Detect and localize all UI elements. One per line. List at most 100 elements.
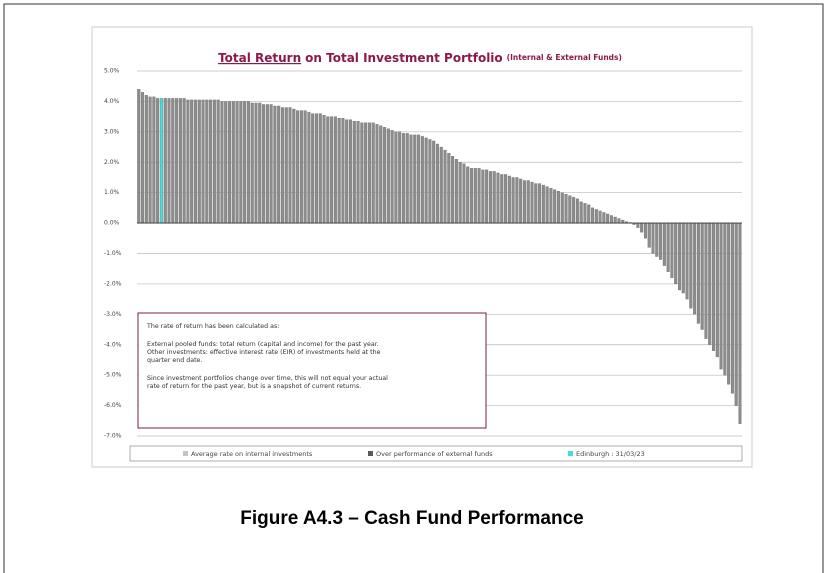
bar (519, 178, 523, 224)
bar (163, 98, 167, 224)
bar (299, 110, 303, 224)
title-note: (Internal & External Funds) (507, 53, 622, 62)
bar (141, 92, 145, 224)
bar (318, 113, 322, 224)
y-tick-label: -1.0% (104, 250, 122, 257)
bar (606, 213, 610, 224)
bar (738, 222, 742, 424)
bar (662, 222, 666, 266)
legend-swatch (183, 451, 188, 456)
bar (405, 133, 409, 224)
bar (288, 107, 292, 224)
bar (303, 110, 307, 224)
bar (696, 222, 700, 324)
bar (345, 119, 349, 224)
y-tick-label: 1.0% (104, 189, 120, 196)
bar (617, 218, 621, 224)
bar (424, 137, 428, 224)
bar (481, 169, 485, 224)
bar (568, 195, 572, 224)
bar (401, 133, 405, 224)
bar (553, 189, 557, 224)
bar (526, 180, 530, 224)
bar (280, 107, 284, 224)
bar (156, 98, 160, 224)
bar (454, 159, 458, 224)
bar (307, 111, 311, 224)
bar (167, 98, 171, 224)
bar (216, 99, 220, 224)
note-line: Since investment portfolios change over … (147, 375, 388, 382)
bar (730, 222, 734, 394)
chart-title: Total Return on Total Investment Portfoli… (218, 51, 622, 65)
bar (579, 201, 583, 224)
bar (674, 222, 678, 285)
bar (284, 107, 288, 224)
bar (447, 152, 451, 224)
bar (326, 116, 330, 224)
title-link: Total Return (218, 51, 301, 65)
legend-swatch (568, 451, 573, 456)
bar (609, 215, 613, 224)
note-box (137, 312, 487, 429)
bar (322, 114, 326, 224)
bar (314, 113, 318, 224)
bar (549, 187, 553, 224)
bar (655, 222, 659, 257)
bar (587, 204, 591, 224)
bar (670, 222, 674, 278)
bar (538, 183, 542, 224)
y-tick-label: 5.0% (104, 68, 120, 75)
bar (545, 186, 549, 224)
bar (651, 222, 655, 254)
bar (352, 121, 356, 224)
bar (417, 134, 421, 224)
bar (643, 222, 647, 239)
bar (621, 219, 625, 224)
note-line: quarter end date. (147, 357, 202, 364)
bar (541, 184, 545, 224)
bar (704, 222, 708, 339)
bar (689, 222, 693, 309)
bar (534, 183, 538, 224)
note-line: rate of return for the past year, but is… (147, 383, 361, 390)
bar (409, 134, 413, 224)
bar (379, 125, 383, 224)
bar (507, 175, 511, 224)
note-line: External pooled funds: total return (cap… (147, 341, 379, 348)
bar (235, 101, 239, 224)
bar (685, 222, 689, 300)
bar (712, 222, 716, 351)
legend-label: Average rate on internal investments (191, 450, 313, 458)
bar (360, 122, 364, 224)
bar (530, 181, 534, 224)
y-tick-label: -7.0% (104, 433, 122, 440)
bar (262, 104, 266, 224)
bar (420, 136, 424, 224)
bar (356, 121, 360, 224)
bar (258, 102, 262, 224)
bar (572, 197, 576, 224)
bar (504, 174, 508, 224)
bar (560, 192, 564, 224)
bar (175, 98, 179, 224)
title-rest: on Total Investment Portfolio (305, 51, 503, 65)
bar (209, 99, 213, 224)
bar (466, 166, 470, 224)
bar (496, 172, 500, 224)
bar (348, 119, 353, 224)
bar (640, 222, 644, 233)
bar (413, 134, 417, 224)
bar (492, 171, 496, 224)
y-tick-label: 0.0% (104, 220, 120, 227)
bar (296, 110, 300, 224)
bar (428, 139, 432, 224)
bar (677, 222, 681, 291)
bar (239, 101, 243, 224)
bar (152, 96, 156, 224)
bar (227, 101, 232, 224)
bar (451, 156, 455, 224)
bar (458, 162, 462, 224)
bar (500, 174, 504, 224)
